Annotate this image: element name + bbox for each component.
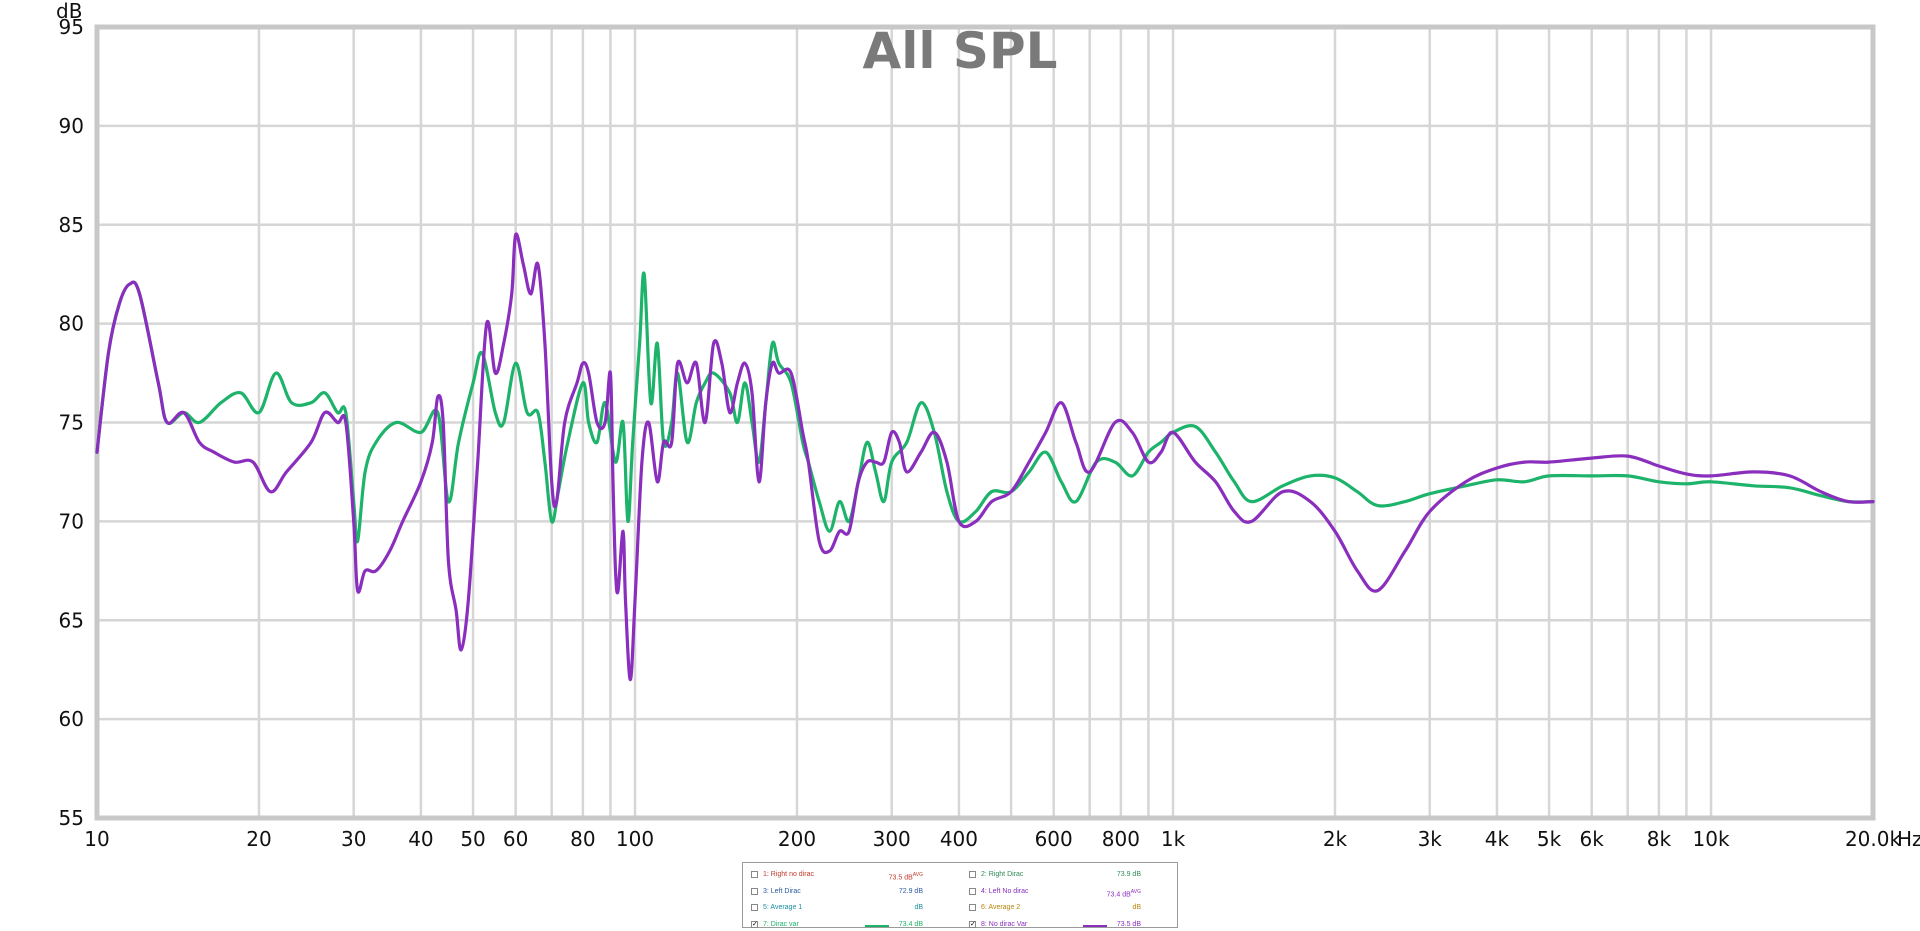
y-tick-labels: 55 60 65 70 75 80 85 90 95: [59, 15, 84, 830]
legend-label: 7: Dirac var: [763, 920, 799, 928]
legend-value-text: 73.5 dB: [1116, 920, 1141, 928]
plot-frame: [94, 24, 1876, 821]
legend-panel: 1: Right no dirac 73.5 dBAVG 2: Right Dira…: [742, 862, 1178, 928]
series-line: [95, 271, 1875, 544]
legend-value: 73.4 dB: [863, 919, 923, 931]
legend-checkbox[interactable]: [969, 887, 976, 895]
legend-value-superscript: AVG: [1130, 888, 1141, 895]
legend-value: 72.9 dB: [863, 886, 923, 898]
legend-checkbox[interactable]: ✓: [751, 920, 758, 928]
legend-swatch: [865, 924, 889, 927]
legend-label: 3: Left Dirac: [763, 887, 801, 895]
y-axis-label: dB: [56, 0, 82, 23]
legend-value: 73.4 dBAVG: [1081, 886, 1141, 901]
y-tick-label: 65: [59, 608, 84, 632]
legend-value-text: 72.9 dB: [898, 887, 923, 895]
x-tick-label: 800: [1102, 827, 1140, 851]
legend-value-text: 73.9 dB: [1116, 871, 1141, 878]
legend-value: dB: [1081, 902, 1141, 914]
legend-value-text: 73.5 dB: [888, 874, 913, 882]
legend-value-text: 73.4 dB: [898, 920, 923, 928]
x-tick-label: 400: [940, 827, 978, 851]
x-tick-label: 300: [873, 827, 911, 851]
legend-value-superscript: AVG: [912, 872, 923, 878]
legend-label: 1: Right no dirac: [763, 871, 814, 878]
legend-checkbox[interactable]: [751, 904, 758, 911]
spl-chart: 55 60 65 70 75 80 85 90 95 10 20 30 40 50 60 80 100 200 3…: [56, 0, 1920, 851]
x-tick-label: 3k: [1418, 827, 1443, 851]
legend-checkbox[interactable]: [751, 871, 758, 878]
y-tick-label: 55: [59, 806, 84, 830]
legend-label: 8: No dirac Var: [981, 920, 1028, 928]
legend-item: ✓ 7: Dirac var 73.4 dB: [751, 919, 951, 931]
x-tick-label: 200: [778, 827, 816, 851]
x-tick-label: 80: [570, 827, 595, 851]
x-tick-label: 50: [460, 827, 485, 851]
legend-checkbox[interactable]: ✓: [969, 920, 976, 928]
chart-title: All SPL: [863, 22, 1058, 80]
legend-value: 73.9 dB: [1081, 869, 1141, 881]
legend-item: 3: Left Dirac 72.9 dB: [751, 886, 951, 898]
legend-swatch: [1083, 924, 1107, 927]
legend-checkbox[interactable]: [751, 887, 758, 895]
legend-item: 5: Average 1 dB: [751, 902, 951, 914]
legend-item: 1: Right no dirac 73.5 dBAVG: [751, 869, 951, 881]
x-tick-label: 8k: [1647, 827, 1672, 851]
legend-item: 4: Left No dirac 73.4 dBAVG: [969, 886, 1169, 898]
legend-label: 2: Right Dirac: [981, 871, 1024, 878]
legend-item: 2: Right Dirac 73.9 dB: [969, 869, 1169, 881]
y-tick-label: 70: [59, 509, 84, 533]
x-tick-label: 30: [341, 827, 366, 851]
x-tick-label: 40: [408, 827, 433, 851]
x-axis-unit: Hz: [1897, 827, 1920, 851]
x-tick-label: 10: [84, 827, 109, 851]
y-tick-label: 95: [59, 15, 84, 39]
legend-label: 4: Left No dirac: [981, 887, 1029, 895]
series-layer: [95, 232, 1875, 682]
series-line: [95, 232, 1875, 682]
legend-item: ✓ 8: No dirac Var 73.5 dB: [969, 919, 1169, 931]
y-tick-label: 60: [59, 707, 84, 731]
x-tick-label: 60: [503, 827, 528, 851]
legend-value-text: dB: [914, 904, 923, 911]
x-tick-labels: 10 20 30 40 50 60 80 100 200 300 400 600 800 1k 2k 3k 4k…: [84, 827, 1901, 851]
x-tick-label: 20.0k: [1845, 827, 1902, 851]
legend-value: dB: [863, 902, 923, 914]
x-tick-label: 600: [1035, 827, 1073, 851]
x-tick-label: 5k: [1537, 827, 1562, 851]
legend-value-text: 73.4 dB: [1106, 890, 1131, 898]
x-tick-label: 20: [246, 827, 271, 851]
y-tick-label: 75: [59, 411, 84, 435]
legend-value: 73.5 dB: [1081, 919, 1141, 931]
x-tick-label: 1k: [1161, 827, 1186, 851]
x-tick-label: 4k: [1485, 827, 1510, 851]
legend-item: 6: Average 2 dB: [969, 902, 1169, 914]
y-tick-label: 80: [59, 312, 84, 336]
legend-value: 73.5 dBAVG: [863, 869, 923, 884]
legend-value-text: dB: [1132, 904, 1141, 911]
legend-checkbox[interactable]: [969, 871, 976, 878]
x-tick-label: 6k: [1580, 827, 1605, 851]
legend-label: 5: Average 1: [763, 904, 803, 911]
x-tick-label: 2k: [1323, 827, 1348, 851]
y-tick-label: 90: [59, 114, 84, 138]
legend-checkbox[interactable]: [969, 904, 976, 911]
y-tick-label: 85: [59, 213, 84, 237]
legend-label: 6: Average 2: [981, 904, 1021, 911]
grid: [95, 25, 1875, 820]
x-tick-label: 10k: [1693, 827, 1730, 851]
x-tick-label: 100: [616, 827, 654, 851]
